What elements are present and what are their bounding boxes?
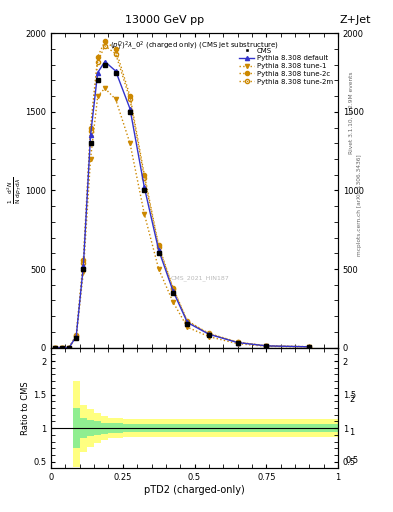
Legend: CMS, Pythia 8.308 default, Pythia 8.308 tune-1, Pythia 8.308 tune-2c, Pythia 8.3: CMS, Pythia 8.308 default, Pythia 8.308 … [237, 46, 334, 86]
Y-axis label: $\frac{1}{\mathrm{N}}\,\frac{\mathrm{d}^2N}{\mathrm{d}p_T\,\mathrm{d}\lambda}$: $\frac{1}{\mathrm{N}}\,\frac{\mathrm{d}^… [6, 177, 24, 204]
Text: $(p_T^D)^2\lambda\_0^2$ (charged only) (CMS jet substructure): $(p_T^D)^2\lambda\_0^2$ (charged only) (… [110, 39, 279, 53]
Text: 0.5: 0.5 [345, 456, 358, 465]
Text: 1: 1 [349, 428, 354, 437]
Text: CMS_2021_HIN187: CMS_2021_HIN187 [171, 275, 230, 281]
Text: Rivet 3.1.10, ≥ 2.9M events: Rivet 3.1.10, ≥ 2.9M events [349, 71, 354, 154]
Text: Z+Jet: Z+Jet [340, 14, 371, 25]
Text: 13000 GeV pp: 13000 GeV pp [125, 14, 205, 25]
Text: 2: 2 [349, 395, 354, 404]
Text: mcplots.cern.ch [arXiv:1306.3436]: mcplots.cern.ch [arXiv:1306.3436] [357, 154, 362, 255]
Y-axis label: Ratio to CMS: Ratio to CMS [21, 381, 30, 435]
X-axis label: pTD2 (charged-only): pTD2 (charged-only) [144, 485, 245, 495]
